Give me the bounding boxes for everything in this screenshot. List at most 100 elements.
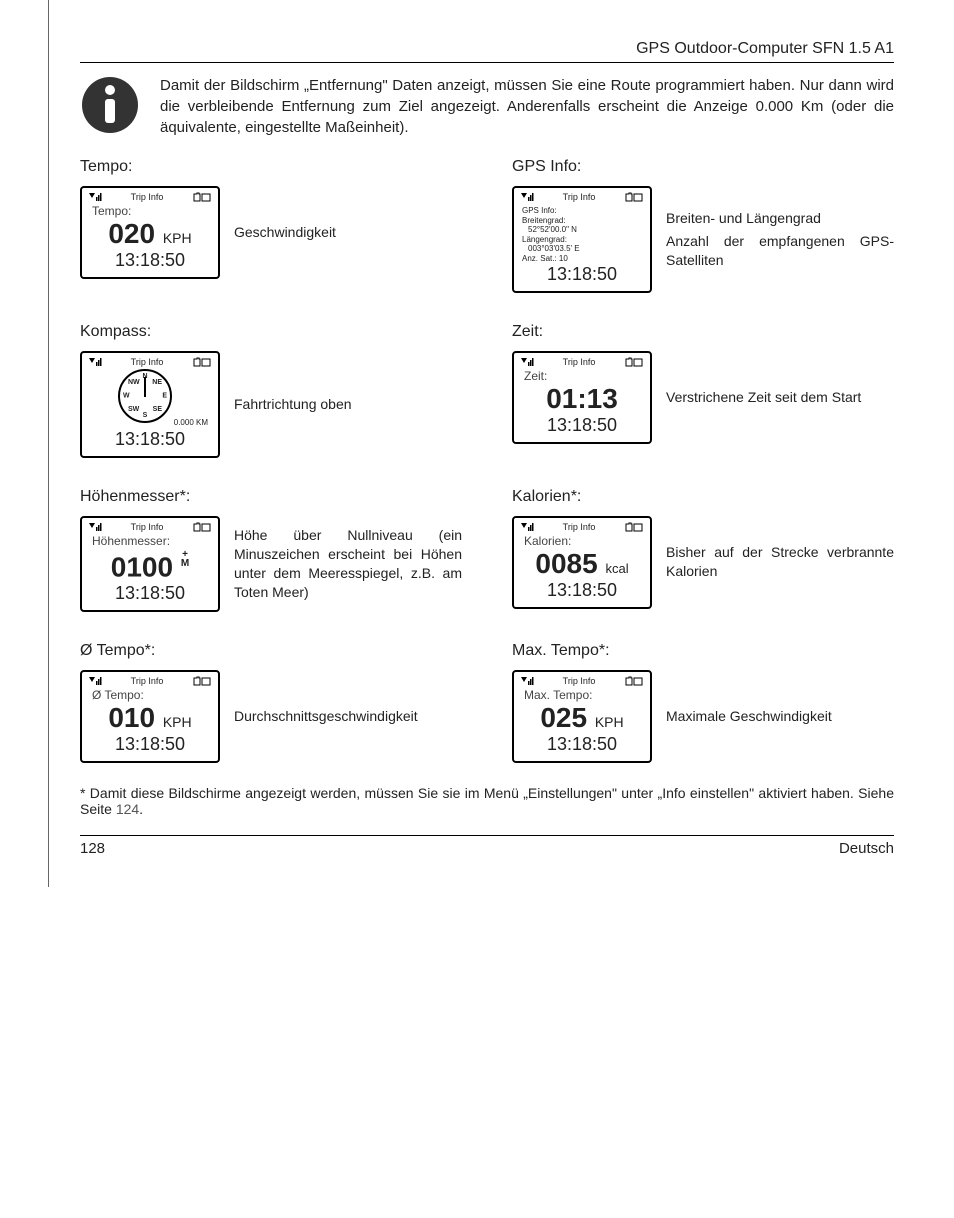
cell-desc: Bisher auf der Strecke verbrannte Kalori… [666, 543, 894, 581]
gps-line: GPS Info: [522, 206, 642, 216]
device-clock: 13:18:50 [88, 583, 212, 604]
value-number: 010 [108, 702, 155, 733]
cell-title: Höhenmesser*: [80, 488, 462, 506]
battery-icon [192, 522, 212, 532]
signal-icon [88, 192, 102, 202]
battery-icon [624, 676, 644, 686]
cell-desc: Breiten- und Längengrad Anzahl der empfa… [666, 209, 894, 270]
signal-icon [520, 676, 534, 686]
device-label: Höhenmesser: [88, 534, 212, 548]
device-value: 010 KPH [88, 704, 212, 732]
value-number: 01:13 [546, 383, 618, 414]
desc-line: Anzahl der empfangenen GPS-Satelliten [666, 232, 894, 270]
device-header: Trip Info [131, 357, 164, 367]
value-number: 020 [108, 218, 155, 249]
compass-distance: 0.000 KM [174, 418, 208, 427]
value-number: 0085 [535, 548, 597, 579]
page-number: 128 [80, 840, 105, 857]
cell-zeit: Zeit: Trip Info Zeit: 01:13 13:18:50 Ver… [512, 323, 894, 458]
device-screen: Trip Info Ø Tempo: 010 KPH 13:18:50 [80, 670, 220, 763]
device-label: Kalorien: [520, 534, 644, 548]
device-screen: Trip Info Kalorien: 0085 kcal 13:18:50 [512, 516, 652, 609]
device-clock: 13:18:50 [88, 429, 212, 450]
battery-icon [624, 192, 644, 202]
value-unit: + M [181, 550, 189, 568]
value-unit: KPH [163, 714, 192, 730]
cell-desc: Maximale Geschwindigkeit [666, 707, 832, 726]
device-clock: 13:18:50 [520, 415, 644, 436]
cell-title: Tempo: [80, 158, 462, 176]
cell-title: Max. Tempo*: [512, 642, 894, 660]
device-screen: Trip Info Zeit: 01:13 13:18:50 [512, 351, 652, 444]
cell-maxtempo: Max. Tempo*: Trip Info Max. Tempo: 025 K… [512, 642, 894, 763]
cell-kompass: Kompass: Trip Info NS WE NWNE SWSE 0 [80, 323, 462, 458]
device-clock: 13:18:50 [88, 250, 212, 271]
cell-desc: Durchschnittsgeschwindigkeit [234, 707, 418, 726]
info-callout: Damit der Bildschirm „Entfernung" Daten … [80, 75, 894, 138]
device-gps-lines: GPS Info: Breitengrad: 52°52'00.0" N Län… [520, 204, 644, 264]
page-header: GPS Outdoor-Computer SFN 1.5 A1 [80, 40, 894, 63]
page-language: Deutsch [839, 840, 894, 857]
info-text: Damit der Bildschirm „Entfernung" Daten … [160, 75, 894, 138]
device-screen: Trip Info Max. Tempo: 025 KPH 13:18:50 [512, 670, 652, 763]
device-clock: 13:18:50 [520, 264, 644, 285]
device-value: 01:13 [520, 385, 644, 413]
gps-line: Längengrad: [522, 235, 642, 245]
value-number: 0100 [111, 551, 173, 582]
device-header: Trip Info [563, 192, 596, 202]
device-header: Trip Info [131, 522, 164, 532]
value-unit: KPH [595, 714, 624, 730]
cell-title: Zeit: [512, 323, 894, 341]
gps-line: Anz. Sat.: 10 [522, 254, 642, 264]
cell-tempo: Tempo: Trip Info Tempo: 020 KPH 13:1 [80, 158, 462, 293]
screens-grid: Tempo: Trip Info Tempo: 020 KPH 13:1 [80, 158, 894, 763]
device-screen: Trip Info Tempo: 020 KPH 13:18:50 [80, 186, 220, 279]
cell-desc: Fahrtrichtung oben [234, 395, 352, 414]
device-value: 025 KPH [520, 704, 644, 732]
device-header: Trip Info [131, 192, 164, 202]
signal-icon [520, 357, 534, 367]
device-header: Trip Info [131, 676, 164, 686]
cell-title: Kompass: [80, 323, 462, 341]
signal-icon [88, 676, 102, 686]
page-footer: 128 Deutsch [80, 835, 894, 857]
footnote: * Damit diese Bildschirme angezeigt werd… [80, 785, 894, 817]
device-value: 020 KPH [88, 220, 212, 248]
device-label: Zeit: [520, 369, 644, 383]
battery-icon [192, 676, 212, 686]
gps-line: 003°03'03.5' E [522, 244, 642, 254]
unit-letter: M [181, 558, 189, 569]
cell-title: Kalorien*: [512, 488, 894, 506]
footnote-text: * Damit diese Bildschirme angezeigt werd… [80, 785, 894, 817]
gps-line: Breitengrad: [522, 216, 642, 226]
device-screen: Trip Info NS WE NWNE SWSE 0.000 KM 13:18… [80, 351, 220, 458]
cell-desc: Geschwindigkeit [234, 223, 336, 242]
cell-title: Ø Tempo*: [80, 642, 462, 660]
device-clock: 13:18:50 [520, 734, 644, 755]
battery-icon [624, 522, 644, 532]
device-screen: Trip Info GPS Info: Breitengrad: 52°52'0… [512, 186, 652, 293]
desc-line: Breiten- und Längengrad [666, 209, 894, 228]
battery-icon [624, 357, 644, 367]
info-icon [80, 75, 140, 135]
device-value: 0085 kcal [520, 550, 644, 578]
device-clock: 13:18:50 [520, 580, 644, 601]
signal-icon [520, 192, 534, 202]
signal-icon [88, 522, 102, 532]
footnote-text: . [139, 801, 143, 817]
cell-hoehe: Höhenmesser*: Trip Info Höhenmesser: 010… [80, 488, 462, 612]
device-header: Trip Info [563, 676, 596, 686]
value-unit: kcal [605, 561, 628, 576]
cell-gpsinfo: GPS Info: Trip Info GPS Info: Breitengra… [512, 158, 894, 293]
device-clock: 13:18:50 [88, 734, 212, 755]
compass-icon: NS WE NWNE SWSE 0.000 KM [88, 369, 212, 429]
gps-line: 52°52'00.0" N [522, 225, 642, 235]
signal-icon [88, 357, 102, 367]
cell-kalorien: Kalorien*: Trip Info Kalorien: 0085 kcal… [512, 488, 894, 612]
device-value: 0100 + M [88, 550, 212, 581]
battery-icon [192, 192, 212, 202]
battery-icon [192, 357, 212, 367]
device-label: Max. Tempo: [520, 688, 644, 702]
signal-icon [520, 522, 534, 532]
header-title: GPS Outdoor-Computer SFN 1.5 A1 [636, 40, 894, 57]
